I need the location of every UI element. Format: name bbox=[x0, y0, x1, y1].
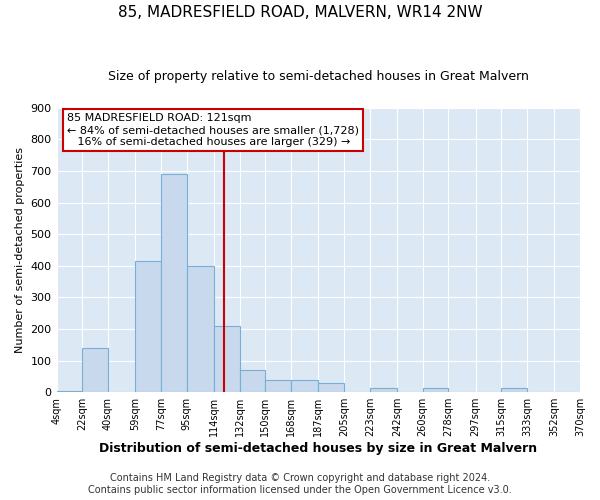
Bar bbox=[291, 380, 318, 392]
Bar bbox=[82, 348, 108, 392]
Text: 85, MADRESFIELD ROAD, MALVERN, WR14 2NW: 85, MADRESFIELD ROAD, MALVERN, WR14 2NW bbox=[118, 5, 482, 20]
Bar bbox=[422, 388, 448, 392]
X-axis label: Distribution of semi-detached houses by size in Great Malvern: Distribution of semi-detached houses by … bbox=[99, 442, 538, 455]
Text: Contains HM Land Registry data © Crown copyright and database right 2024.
Contai: Contains HM Land Registry data © Crown c… bbox=[88, 474, 512, 495]
Y-axis label: Number of semi-detached properties: Number of semi-detached properties bbox=[15, 147, 25, 353]
Bar bbox=[161, 174, 187, 392]
Bar bbox=[370, 388, 397, 392]
Title: Size of property relative to semi-detached houses in Great Malvern: Size of property relative to semi-detach… bbox=[108, 70, 529, 83]
Bar bbox=[265, 380, 291, 392]
Bar bbox=[318, 384, 344, 392]
Bar bbox=[239, 370, 265, 392]
Bar bbox=[56, 390, 82, 392]
Bar bbox=[502, 388, 527, 392]
Text: 85 MADRESFIELD ROAD: 121sqm
← 84% of semi-detached houses are smaller (1,728)
  : 85 MADRESFIELD ROAD: 121sqm ← 84% of sem… bbox=[67, 114, 359, 146]
Bar bbox=[135, 261, 161, 392]
Bar bbox=[187, 266, 214, 392]
Bar bbox=[214, 326, 239, 392]
